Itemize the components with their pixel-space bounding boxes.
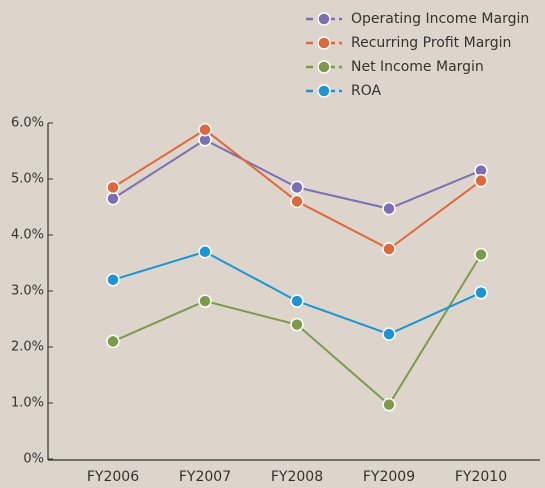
- y-tick-label: 3.0%: [11, 284, 44, 299]
- data-point: [106, 191, 120, 206]
- data-point: [382, 327, 396, 341]
- data-point: [290, 317, 304, 332]
- data-point: [290, 180, 304, 195]
- legend-marker: [317, 60, 331, 74]
- data-point: [382, 242, 396, 256]
- legend-label: Recurring Profit Margin: [351, 35, 511, 51]
- legend-label: Operating Income Margin: [351, 11, 529, 27]
- x-tick-label: FY2010: [455, 469, 507, 485]
- legend-marker: [317, 36, 331, 50]
- x-tick-label: FY2006: [87, 469, 139, 485]
- data-point: [198, 122, 212, 137]
- x-tick-label: FY2007: [179, 469, 231, 485]
- y-tick-label: 6.0%: [11, 116, 44, 131]
- data-point: [474, 247, 488, 262]
- data-point: [290, 294, 304, 308]
- data-point: [474, 173, 488, 188]
- data-point: [106, 334, 120, 349]
- x-tick-label: FY2009: [363, 469, 415, 485]
- data-point: [290, 194, 304, 209]
- data-point: [474, 285, 488, 300]
- y-tick-label: 1.0%: [11, 396, 44, 411]
- y-tick-label: 2.0%: [11, 340, 44, 355]
- legend-marker: [317, 12, 331, 26]
- x-tick-label: FY2008: [271, 469, 323, 485]
- legend-label: ROA: [351, 83, 382, 99]
- y-tick-label: 5.0%: [11, 172, 44, 187]
- data-point: [382, 397, 396, 412]
- legend-marker: [317, 84, 331, 98]
- data-point: [106, 180, 120, 195]
- legend-label: Net Income Margin: [351, 59, 484, 75]
- y-tick-label: 4.0%: [11, 228, 44, 243]
- y-tick-label: 0%: [23, 452, 44, 467]
- data-point: [198, 245, 212, 259]
- data-point: [382, 201, 396, 216]
- data-point: [198, 294, 212, 308]
- data-point: [106, 273, 120, 287]
